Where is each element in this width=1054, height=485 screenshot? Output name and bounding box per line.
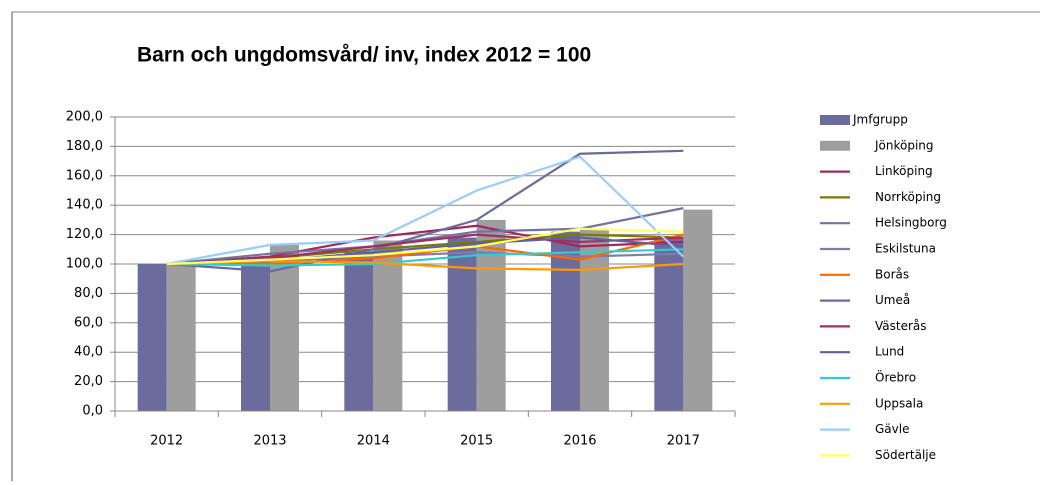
x-tick-label: 2017 xyxy=(667,434,700,449)
y-tick-label: 200,0 xyxy=(66,110,103,125)
x-tick-label: 2015 xyxy=(460,434,493,449)
y-tick-label: 140,0 xyxy=(66,198,103,213)
x-tick-label: 2016 xyxy=(563,434,596,449)
legend-label: Norrköping xyxy=(875,190,941,204)
bar xyxy=(683,209,713,411)
y-tick-label: 120,0 xyxy=(66,227,103,242)
legend-label: Eskilstuna xyxy=(875,242,936,256)
legend-label: Helsingborg xyxy=(875,216,947,230)
bar xyxy=(241,261,270,411)
bar xyxy=(447,237,477,411)
legend-label: Lund xyxy=(875,345,904,359)
bar xyxy=(373,240,403,411)
y-tick-label: 20,0 xyxy=(74,374,103,389)
bar xyxy=(551,231,580,411)
line-series xyxy=(166,233,684,266)
line-series xyxy=(166,227,684,266)
x-tick-label: 2013 xyxy=(253,434,286,449)
x-tick-label: 2012 xyxy=(150,434,183,449)
line-series xyxy=(166,259,684,271)
legend-label: Uppsala xyxy=(875,396,923,410)
y-tick-label: 0,0 xyxy=(82,404,103,419)
y-tick-label: 80,0 xyxy=(74,286,103,301)
line-series xyxy=(166,155,685,266)
chart-title: Barn och ungdomsvård/ inv, index 2012 = … xyxy=(137,44,591,67)
legend-swatch xyxy=(820,140,850,151)
line-series xyxy=(166,233,684,266)
legend-swatch xyxy=(820,115,850,125)
line-series xyxy=(166,207,684,266)
y-tick-label: 40,0 xyxy=(74,345,103,360)
bar xyxy=(270,244,299,411)
legend-label: Södertälje xyxy=(875,448,936,462)
legend-label: Borås xyxy=(875,267,909,281)
legend-label: Gävle xyxy=(875,422,909,436)
bar xyxy=(166,264,196,411)
x-tick-label: 2014 xyxy=(357,434,390,449)
legend-label: Örebro xyxy=(875,369,916,385)
legend-label: Jmfgrupp xyxy=(852,113,908,127)
bar xyxy=(137,264,167,411)
y-tick-label: 180,0 xyxy=(66,139,103,154)
legend-label: Västerås xyxy=(875,319,927,333)
legend-label: Jönköping xyxy=(874,138,934,152)
line-series xyxy=(166,224,684,266)
y-tick-label: 60,0 xyxy=(74,315,103,330)
legend-label: Linköping xyxy=(875,164,933,178)
bar xyxy=(344,252,374,411)
line-series xyxy=(166,149,684,273)
legend-label: Umeå xyxy=(875,293,910,307)
y-tick-label: 100,0 xyxy=(66,257,103,272)
y-tick-label: 160,0 xyxy=(66,168,103,183)
line-series xyxy=(166,248,684,267)
